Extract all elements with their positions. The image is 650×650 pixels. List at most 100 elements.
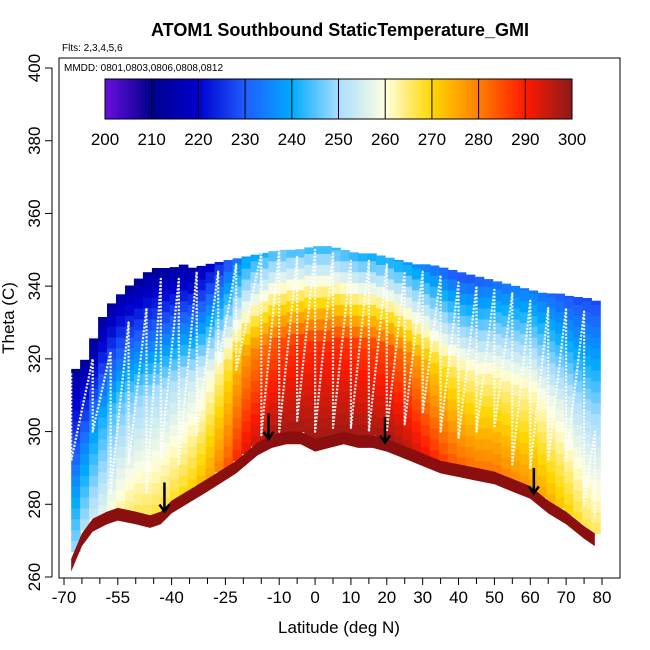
heat-cell <box>537 431 547 444</box>
heat-cell <box>411 333 422 345</box>
heat-cell <box>546 384 556 396</box>
heat-cell <box>501 391 512 404</box>
colorbar-segment <box>398 79 403 119</box>
heat-cell <box>429 362 440 374</box>
heat-cell <box>214 417 225 429</box>
heat-cell <box>304 275 314 287</box>
heat-cell <box>196 322 207 334</box>
heat-cell <box>277 358 287 371</box>
colorbar-segment <box>148 79 153 119</box>
heat-cell <box>546 471 556 484</box>
heat-cell <box>555 377 565 389</box>
heat-cell <box>376 308 386 320</box>
heat-cell <box>169 435 180 447</box>
heat-cell <box>71 409 81 422</box>
heat-cell <box>214 264 225 276</box>
heat-cell <box>295 398 305 411</box>
heat-cell <box>420 347 431 360</box>
heat-cell <box>429 329 440 342</box>
colorbar-segment <box>381 79 386 119</box>
heat-cell <box>331 247 341 251</box>
heat-cell <box>367 293 377 305</box>
heat-cell <box>304 373 314 385</box>
heat-cell <box>564 297 574 309</box>
x-tick-label: 40 <box>449 588 468 607</box>
heat-cell <box>474 449 485 462</box>
heat-cell <box>259 322 270 334</box>
heat-cell <box>71 431 81 444</box>
heat-cell <box>411 398 422 411</box>
colorbar-segment <box>371 79 376 119</box>
heat-cell <box>519 398 530 411</box>
heat-cell <box>286 420 296 433</box>
colorbar-segment <box>241 79 246 119</box>
heat-cell <box>528 337 539 349</box>
heat-cell <box>125 358 135 371</box>
heat-cell <box>178 355 189 367</box>
colorbar-segment <box>298 79 303 119</box>
heat-cell <box>160 453 171 465</box>
heat-cell <box>367 402 377 414</box>
heat-cell <box>313 264 323 276</box>
colorbar-segment <box>378 79 383 119</box>
heat-cell <box>187 467 198 480</box>
colorbar-segment <box>365 79 369 119</box>
colorbar-segment <box>218 79 223 119</box>
heat-cell <box>133 362 144 374</box>
heat-cell <box>528 293 539 305</box>
heat-cell <box>447 278 458 291</box>
heat-cell <box>537 453 547 465</box>
heat-cell <box>160 377 171 389</box>
heat-cell <box>268 293 278 305</box>
heat-cell <box>349 358 359 371</box>
colorbar-segment <box>228 79 233 119</box>
heat-cell <box>250 391 261 404</box>
heat-cell <box>71 453 81 465</box>
heat-cell <box>376 395 386 407</box>
heat-cell <box>259 252 270 258</box>
heat-cell <box>402 362 413 374</box>
heat-cell <box>367 326 377 338</box>
heat-cell <box>277 249 287 262</box>
heat-cell <box>349 347 359 360</box>
heat-cell <box>259 377 270 389</box>
heat-cell <box>142 384 153 396</box>
heat-cell <box>465 435 476 447</box>
heat-cell <box>241 442 252 454</box>
heat-cell <box>349 282 359 294</box>
heat-cell <box>340 326 350 338</box>
heat-cell <box>295 289 305 302</box>
heat-cell <box>98 329 108 342</box>
heat-cell <box>133 482 144 494</box>
heat-cell <box>528 413 539 425</box>
heat-cell <box>205 467 216 480</box>
heat-cell <box>142 318 153 331</box>
descent-arrowhead <box>158 503 171 514</box>
heat-cell <box>358 413 368 425</box>
heat-cell <box>546 329 556 342</box>
heat-cell <box>89 344 99 356</box>
heat-cell <box>232 351 243 364</box>
heat-cell <box>394 435 404 447</box>
heat-cell <box>125 413 135 425</box>
heat-cell <box>286 268 296 280</box>
heat-cell <box>205 358 216 371</box>
heat-cell <box>555 398 565 411</box>
heat-cell <box>582 344 592 356</box>
heat-cell <box>367 315 377 327</box>
heat-cell <box>125 391 135 404</box>
colorbar-segment <box>468 79 473 119</box>
heat-cell <box>107 478 117 491</box>
heat-cell <box>196 355 207 367</box>
heat-cell <box>241 366 252 378</box>
heat-cell <box>429 265 440 276</box>
heat-cell <box>340 369 350 382</box>
heat-cell <box>268 337 278 349</box>
heat-cell <box>268 326 278 338</box>
heat-cell <box>510 362 521 374</box>
colorbar-segment <box>191 79 196 119</box>
heat-cell <box>492 281 503 291</box>
heat-cell <box>483 373 494 385</box>
heat-cell <box>358 402 368 414</box>
